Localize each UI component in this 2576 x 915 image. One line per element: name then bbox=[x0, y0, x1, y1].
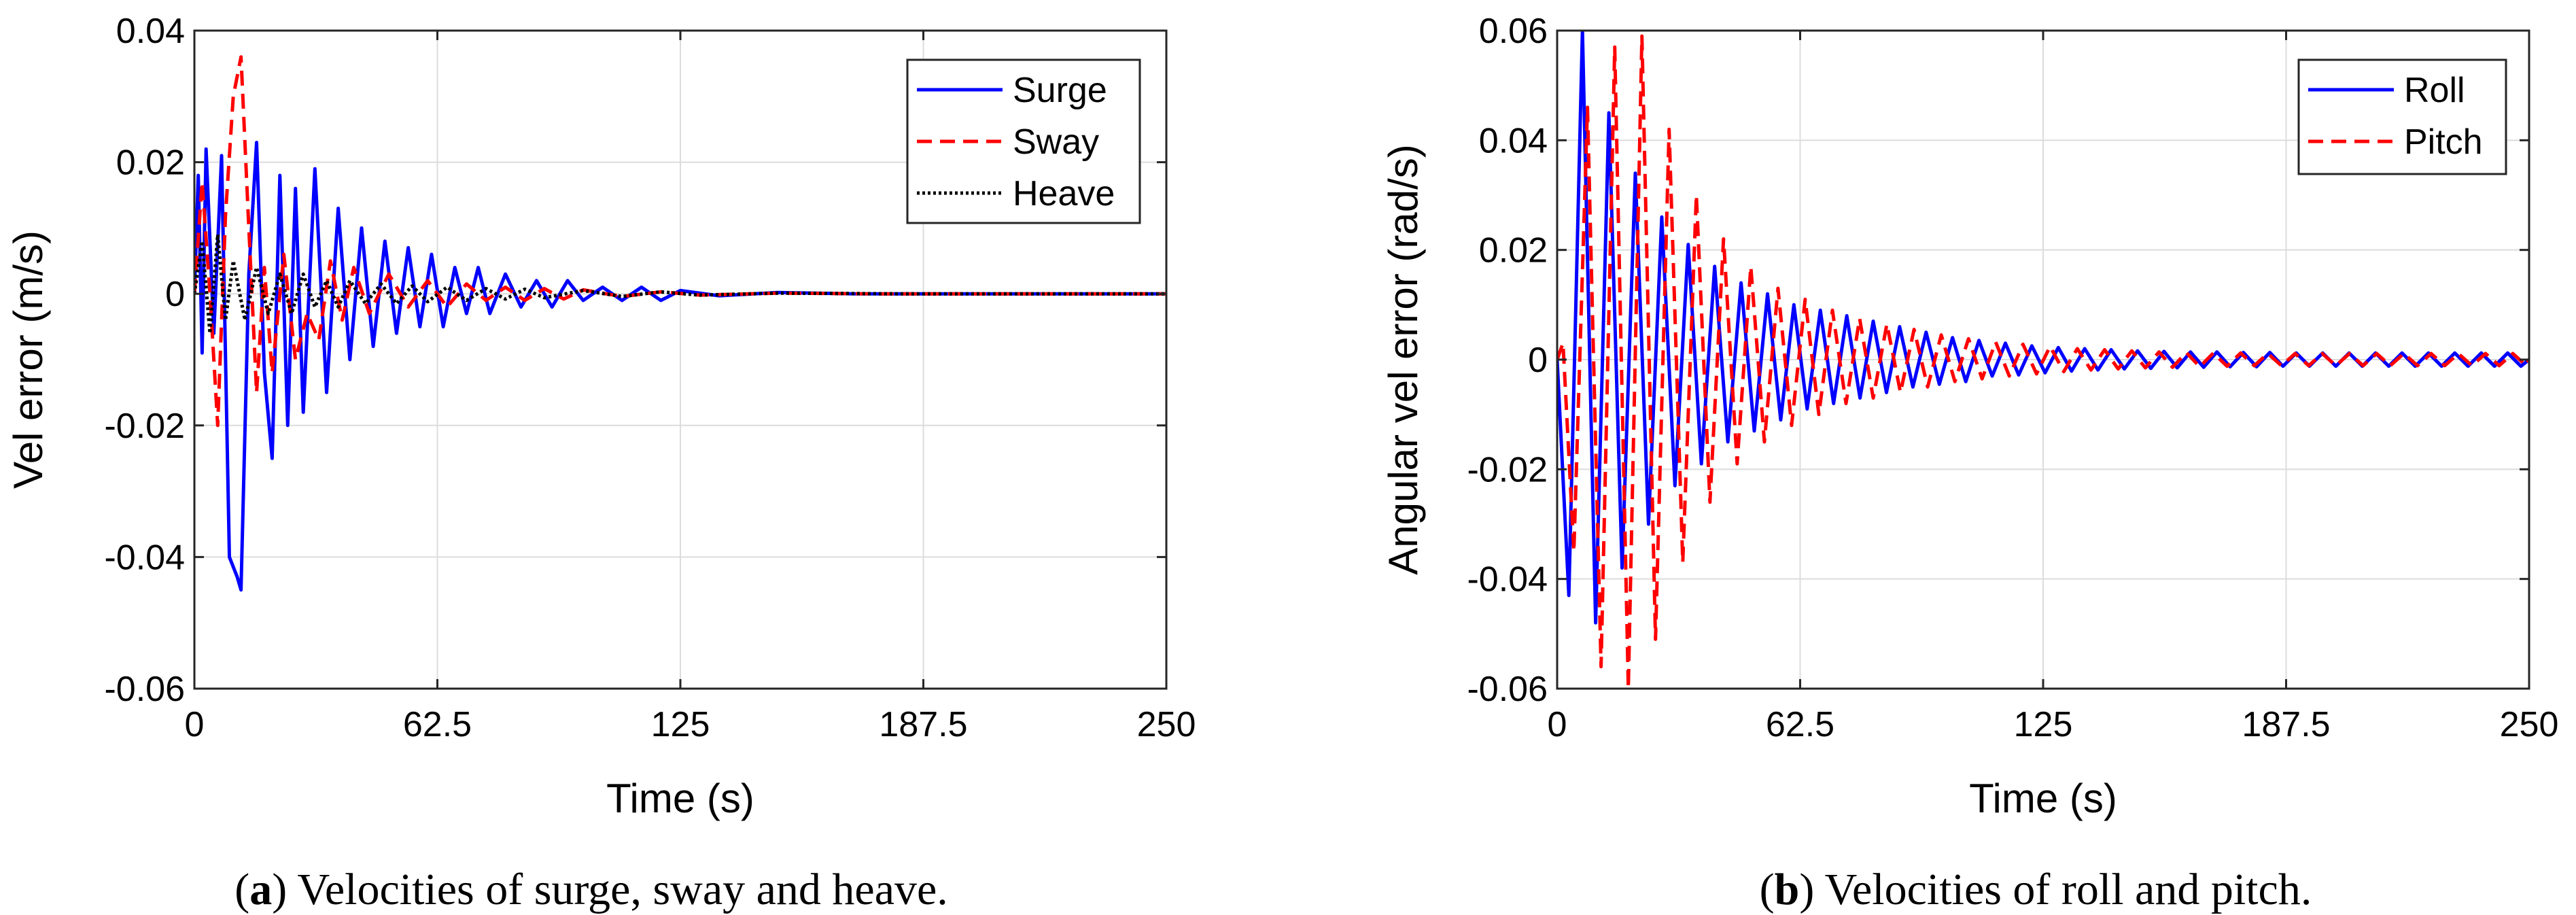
x-axis-label: Time (s) bbox=[1969, 776, 2117, 821]
caption-b-text: ) Velocities of roll and pitch. bbox=[1799, 865, 2312, 914]
y-axis-label: Vel error (m/s) bbox=[5, 230, 51, 489]
legend: Surge Sway Heave bbox=[906, 58, 1141, 224]
caption-b: (b) Velocities of roll and pitch. bbox=[1760, 865, 2312, 914]
y-axis-label: Angular vel error (rad/s) bbox=[1380, 144, 1426, 575]
x-tick-label: 250 bbox=[2500, 705, 2559, 744]
y-tick-label: -0.06 bbox=[104, 670, 185, 709]
legend-label-heave: Heave bbox=[1013, 174, 1115, 213]
y-tick-label: -0.04 bbox=[1467, 560, 1548, 600]
x-tick-label: 62.5 bbox=[1766, 705, 1834, 744]
y-tick-label: 0.06 bbox=[1479, 12, 1548, 51]
x-tick-label: 125 bbox=[2014, 705, 2073, 744]
series-line-heave bbox=[194, 232, 1166, 335]
y-tick-label: 0.04 bbox=[1479, 121, 1548, 160]
y-tick-label: -0.04 bbox=[104, 538, 185, 577]
legend-label-pitch: Pitch bbox=[2404, 122, 2483, 162]
y-tick-label: 0 bbox=[1528, 341, 1548, 380]
y-tick-label: -0.02 bbox=[104, 407, 185, 446]
legend-label-surge: Surge bbox=[1013, 71, 1107, 110]
y-tick-label: -0.02 bbox=[1467, 450, 1548, 489]
y-tick-label: 0.02 bbox=[1479, 231, 1548, 271]
x-tick-label: 187.5 bbox=[2242, 705, 2330, 744]
y-tick-label: 0.02 bbox=[116, 143, 185, 183]
caption-a-letter: a bbox=[249, 865, 272, 914]
x-tick-label: 125 bbox=[651, 705, 710, 744]
series-line-roll bbox=[1557, 31, 2529, 625]
legend-label-roll: Roll bbox=[2404, 71, 2465, 110]
legend-box bbox=[2297, 58, 2507, 175]
x-tick-label: 0 bbox=[185, 705, 205, 744]
legend: Roll Pitch bbox=[2297, 58, 2507, 175]
x-axis-label: Time (s) bbox=[606, 776, 754, 821]
panel-a-chart: 0 62.5 125 187.5 250 -0.06 -0.04 -0.02 0 0.02 0.04… bbox=[5, 12, 1196, 821]
caption-a: (a) Velocities of surge, sway and heave. bbox=[234, 865, 948, 914]
caption-a-text: ) Velocities of surge, sway and heave. bbox=[272, 865, 948, 914]
x-tick-label: 187.5 bbox=[879, 705, 967, 744]
series-line-pitch bbox=[1557, 34, 2529, 689]
x-tick-label: 0 bbox=[1548, 705, 1567, 744]
panel-b-chart: 0 62.5 125 187.5 250 -0.06 -0.04 -0.02 0 0.02 0.04… bbox=[1380, 12, 2558, 821]
series-line-surge bbox=[194, 141, 1166, 592]
series-line-sway bbox=[194, 55, 1166, 428]
x-tick-label: 62.5 bbox=[403, 705, 472, 744]
y-tick-label: 0 bbox=[165, 275, 185, 314]
x-tick-label: 250 bbox=[1137, 705, 1196, 744]
y-tick-label: -0.06 bbox=[1467, 670, 1548, 709]
y-tick-label: 0.04 bbox=[116, 12, 185, 51]
caption-b-letter: b bbox=[1775, 865, 1800, 914]
legend-label-sway: Sway bbox=[1013, 122, 1099, 162]
